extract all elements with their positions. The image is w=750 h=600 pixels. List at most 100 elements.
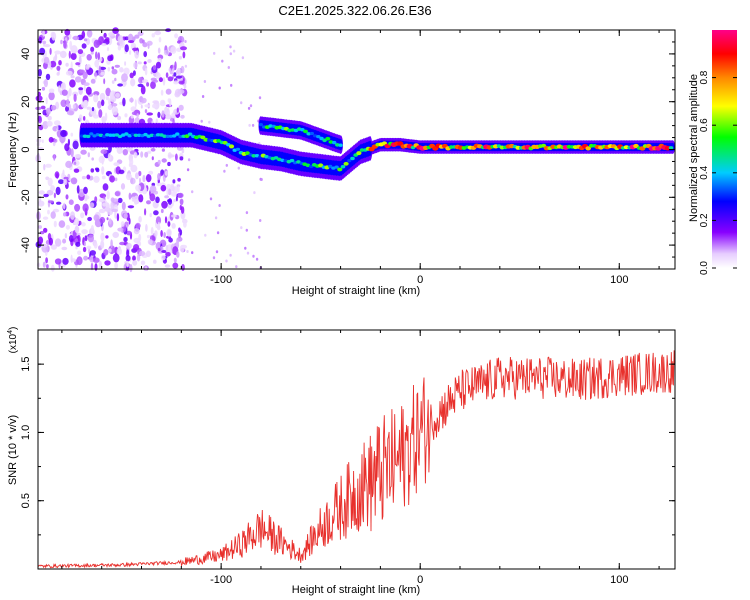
heatmap-noise-cell <box>110 239 113 249</box>
heatmap-noise-cell <box>64 28 71 36</box>
heatmap-noise-cell <box>244 246 247 250</box>
heatmap-noise-cell <box>248 123 251 127</box>
heatmap-noise-cell <box>100 232 105 242</box>
heatmap-noise-cell <box>36 138 42 143</box>
heatmap-noise-cell <box>68 235 74 243</box>
heatmap-noise-cell <box>119 67 124 73</box>
heatmap-noise-cell <box>157 111 161 118</box>
heatmap-noise-cell <box>175 195 178 202</box>
heatmap-noise-cell <box>106 190 110 200</box>
heatmap-noise-cell <box>125 173 132 181</box>
heatmap-noise-cell <box>100 149 108 155</box>
heatmap-noise-cell <box>39 230 45 235</box>
heatmap-noise-cell <box>74 225 80 234</box>
heatmap-noise-cell <box>111 68 118 75</box>
heatmap-noise-cell <box>230 83 233 87</box>
heatmap-noise-cell <box>109 175 115 183</box>
heatmap-noise-cell <box>42 216 49 220</box>
snr-frame <box>37 329 676 570</box>
heatmap-ridge-cell <box>303 129 308 134</box>
heatmap-noise-cell <box>163 49 170 56</box>
heatmap-noise-cell <box>241 56 245 60</box>
heatmap-noise-cell <box>213 51 216 55</box>
heatmap-noise-cell <box>155 72 161 79</box>
heatmap-noise-cell <box>186 250 189 253</box>
heatmap-noise-cell <box>107 104 113 111</box>
heatmap-noise-cell <box>70 254 73 263</box>
heatmap-noise-cell <box>157 47 161 54</box>
heatmap-noise-cell <box>69 40 73 50</box>
heatmap-noise-cell <box>52 208 60 213</box>
heatmap-noise-cell <box>146 40 153 46</box>
heatmap-noise-cell <box>168 237 173 243</box>
heatmap-noise-cell <box>135 184 142 192</box>
heatmap-noise-cell <box>66 110 74 116</box>
heatmap-ridge-cell <box>244 151 250 156</box>
heatmap-noise-cell <box>111 103 118 107</box>
heatmap-noise-cell <box>124 36 129 41</box>
heatmap-noise-cell <box>105 87 111 97</box>
heatmap-noise-cell <box>61 246 68 251</box>
heatmap-noise-cell <box>85 64 90 70</box>
heatmap-ridge-cell <box>296 160 301 164</box>
heatmap-noise-cell <box>167 98 171 103</box>
heatmap-noise-cell <box>161 255 166 261</box>
heatmap-noise-cell <box>165 72 169 78</box>
heatmap-noise-cell <box>249 104 253 108</box>
heatmap-noise-cell <box>184 64 188 68</box>
heatmap-noise-cell <box>43 193 49 198</box>
heatmap-noise-cell <box>38 200 45 207</box>
heatmap-noise-cell <box>51 31 57 41</box>
heatmap-noise-cell <box>223 169 226 173</box>
heatmap-ridge-cell <box>319 136 324 141</box>
heatmap-noise-cell <box>70 45 78 54</box>
heatmap-noise-cell <box>117 35 124 44</box>
heatmap-noise-cell <box>147 239 153 245</box>
heatmap-noise-cell <box>58 60 62 66</box>
heatmap-noise-cell <box>38 190 45 195</box>
heatmap-noise-cell <box>255 257 259 261</box>
heatmap-ridge-cell <box>200 135 206 140</box>
heatmap-noise-cell <box>159 101 166 107</box>
heatmap-noise-cell <box>81 43 87 49</box>
heatmap-noise-cell <box>103 32 107 38</box>
heatmap-noise-cell <box>42 29 45 37</box>
heatmap-noise-cell <box>70 132 74 137</box>
heatmap-noise-cell <box>178 227 181 233</box>
heatmap-noise-cell <box>140 151 144 158</box>
heatmap-noise-cell <box>60 129 67 138</box>
heatmap-noise-cell <box>75 62 81 66</box>
heatmap-ridge-cell <box>328 164 333 168</box>
heatmap-ridge-cell <box>316 135 321 139</box>
heatmap-noise-cell <box>157 247 161 252</box>
heatmap-noise-cell <box>176 251 180 258</box>
heatmap-noise-cell <box>133 152 138 159</box>
heatmap-noise-cell <box>45 257 48 264</box>
heatmap-noise-cell <box>98 198 105 202</box>
x-tick-label: 0 <box>417 274 423 286</box>
heatmap-noise-cell <box>78 220 82 226</box>
heatmap-noise-cell <box>91 107 95 112</box>
heatmap-noise-cell <box>75 241 81 247</box>
heatmap-ridge-cell <box>337 167 343 172</box>
heatmap-noise-cell <box>173 72 177 77</box>
heatmap-noise-cell <box>152 64 157 71</box>
heatmap-noise-cell <box>83 85 86 91</box>
heatmap-noise-cell <box>183 221 187 228</box>
heatmap-noise-cell <box>53 154 56 161</box>
colorbar-gradient <box>712 30 737 268</box>
heatmap-noise-cell <box>90 262 94 271</box>
heatmap-noise-cell <box>209 197 213 201</box>
heatmap-noise-cell <box>86 106 92 110</box>
heatmap-noise-cell <box>58 220 66 228</box>
heatmap-noise-cell <box>252 254 255 258</box>
heatmap-ridge-cell <box>187 132 193 136</box>
heatmap-noise-cell <box>160 89 164 96</box>
heatmap-noise-cell <box>173 199 177 203</box>
heatmap-noise-cell <box>46 189 54 196</box>
heatmap-noise-cell <box>164 195 170 199</box>
heatmap-noise-cell <box>167 76 174 82</box>
heatmap-noise-cell <box>208 120 211 124</box>
heatmap-noise-cell <box>66 98 70 108</box>
heatmap-noise-cell <box>70 177 78 185</box>
